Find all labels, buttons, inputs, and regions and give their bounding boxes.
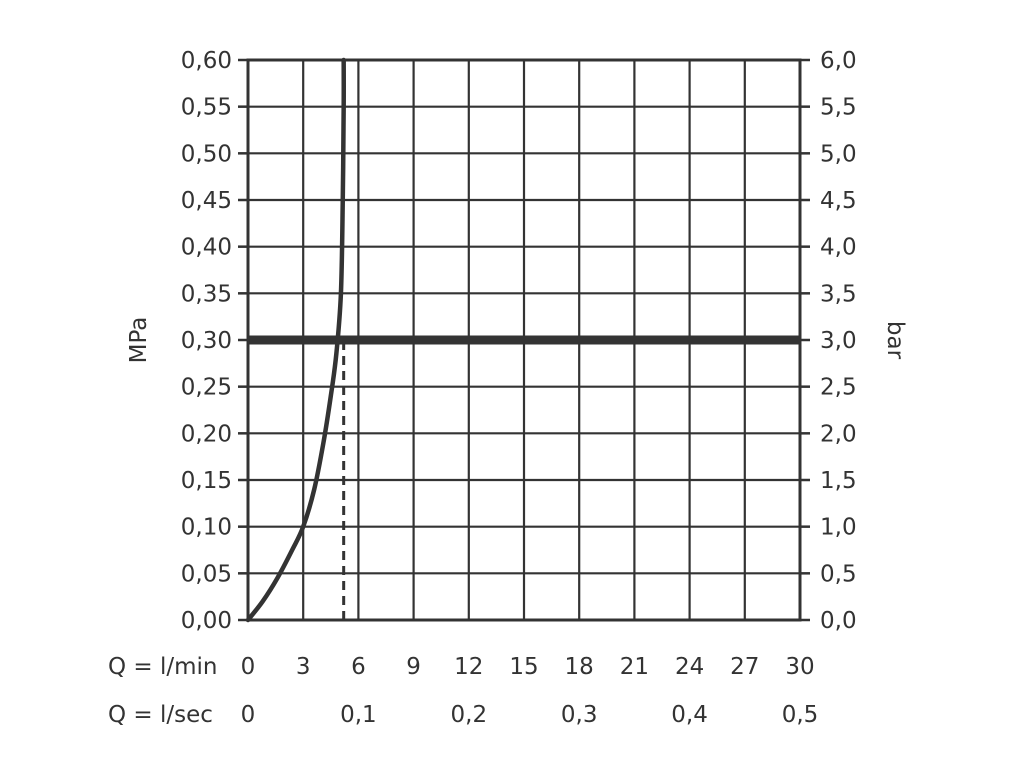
- y-tick-label-left: 0,15: [181, 468, 232, 494]
- x-tick-label-lmin: 18: [565, 654, 594, 680]
- series-group: [245, 57, 800, 623]
- y-tick-label-right: 0,5: [820, 561, 857, 587]
- x-axis-row-label-lsec: Q = l/sec: [108, 702, 213, 728]
- x-tick-label-lsec: 0: [241, 702, 256, 728]
- y-tick-label-right: 5,0: [820, 141, 857, 167]
- x-tick-label-lmin: 12: [454, 654, 483, 680]
- y-tick-label-right: 2,0: [820, 421, 857, 447]
- y-tick-label-left: 0,30: [181, 328, 232, 354]
- x-tick-label-lmin: 9: [406, 654, 421, 680]
- y-tick-label-left: 0,20: [181, 421, 232, 447]
- y-tick-label-right: 5,5: [820, 95, 857, 121]
- y-tick-label-left: 0,60: [181, 48, 232, 74]
- y-tick-label-right: 3,0: [820, 328, 857, 354]
- x-tick-label-lmin: 3: [296, 654, 311, 680]
- x-tick-label-lsec: 0,5: [782, 702, 819, 728]
- y-tick-label-left: 0,10: [181, 515, 232, 541]
- y-tick-label-left: 0,50: [181, 141, 232, 167]
- x-tick-label-lsec: 0,1: [340, 702, 377, 728]
- y-axis-label-right: bar: [882, 321, 908, 360]
- y-tick-label-left: 0,00: [181, 608, 232, 634]
- x-tick-label-lmin: 24: [675, 654, 704, 680]
- y-tick-label-left: 0,45: [181, 188, 232, 214]
- x-tick-label-lmin: 21: [620, 654, 649, 680]
- y-tick-label-left: 0,05: [181, 561, 232, 587]
- y-tick-label-left: 0,35: [181, 281, 232, 307]
- x-tick-label-lmin: 0: [241, 654, 256, 680]
- x-tick-label-lsec: 0,4: [671, 702, 708, 728]
- y-tick-label-right: 1,0: [820, 515, 857, 541]
- y-tick-label-right: 4,0: [820, 235, 857, 261]
- y-tick-label-left: 0,25: [181, 375, 232, 401]
- tick-labels: 0,000,050,100,150,200,250,300,350,400,45…: [181, 48, 857, 728]
- x-tick-label-lmin: 6: [351, 654, 366, 680]
- x-tick-label-lsec: 0,2: [451, 702, 488, 728]
- x-tick-label-lmin: 27: [730, 654, 759, 680]
- flow-curve-line: [245, 57, 346, 623]
- x-tick-label-lmin: 30: [785, 654, 814, 680]
- y-tick-label-right: 3,5: [820, 281, 857, 307]
- y-tick-label-right: 1,5: [820, 468, 857, 494]
- y-tick-label-right: 2,5: [820, 375, 857, 401]
- x-tick-label-lsec: 0,3: [561, 702, 598, 728]
- y-axis-label-left: MPa: [126, 317, 152, 364]
- y-tick-label-left: 0,40: [181, 235, 232, 261]
- y-tick-label-right: 6,0: [820, 48, 857, 74]
- x-axis-row-label-lmin: Q = l/min: [108, 654, 218, 680]
- x-tick-label-lmin: 15: [509, 654, 538, 680]
- y-tick-label-right: 0,0: [820, 608, 857, 634]
- y-tick-label-right: 4,5: [820, 188, 857, 214]
- y-tick-label-left: 0,55: [181, 95, 232, 121]
